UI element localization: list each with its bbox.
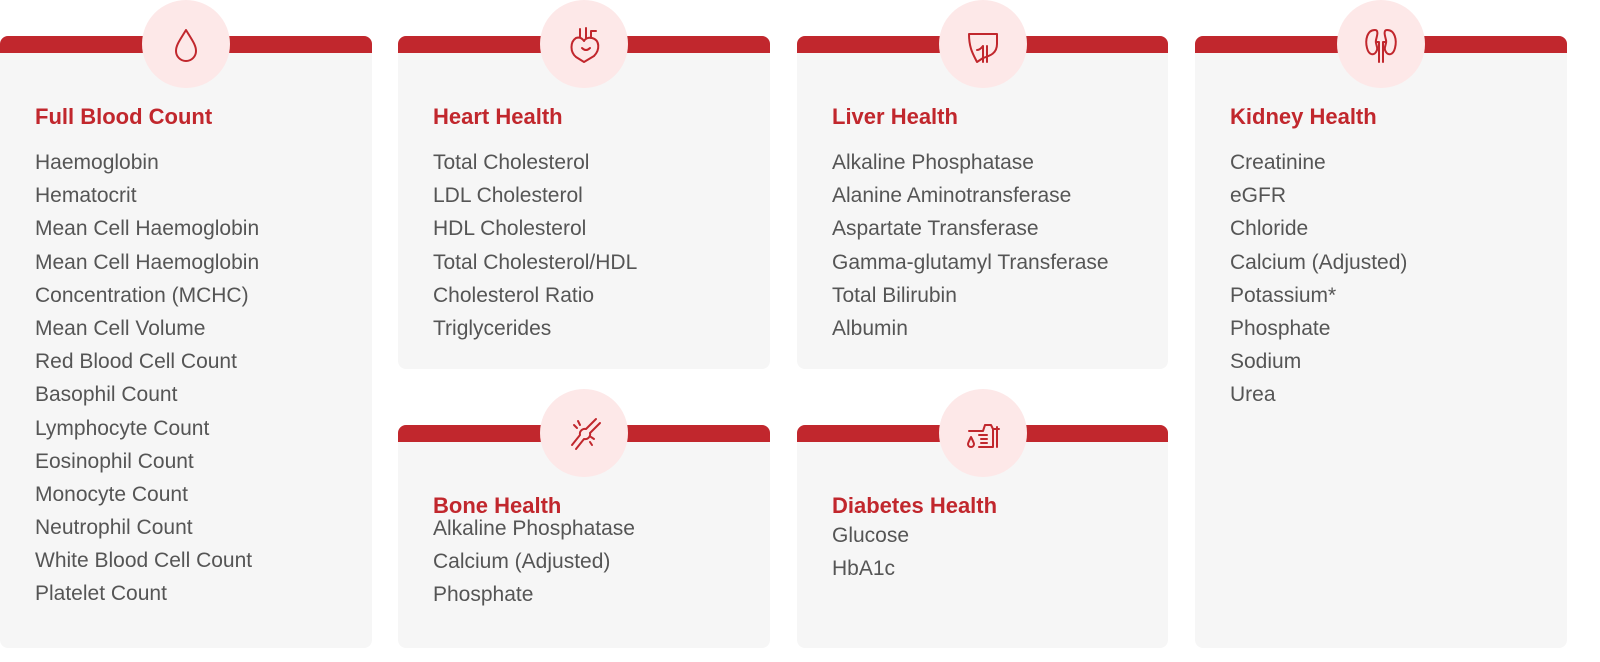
blood-drop-icon [175,29,197,62]
heart-organ-icon [570,27,600,63]
test-item: Neutrophil Count [35,516,193,540]
test-item: Sodium [1230,350,1302,374]
test-item: Alanine Aminotransferase [832,184,1072,208]
icon-badge [540,0,628,88]
card-title: Liver Health [832,104,958,129]
test-item: Potassium* [1230,283,1337,307]
card-title: Bone Health [433,493,562,518]
kidney-icon [1365,29,1397,63]
icon-badge [938,0,1027,88]
test-item: eGFR [1230,184,1287,208]
test-item: Total Bilirubin [832,283,957,307]
card-title: Full Blood Count [35,104,213,129]
card-diabetes: Diabetes Health Glucose HbA1c [797,389,1168,648]
card-title: Diabetes Health [832,493,998,518]
card-kidney: Kidney Health Creatinine eGFR Chloride Calc… [1195,0,1567,648]
test-item: Creatinine [1230,151,1326,174]
test-item: Platelet Count [35,582,167,606]
test-item: Alkaline Phosphatase [832,151,1034,174]
test-item: Eosinophil Count [35,449,194,473]
test-item: Haemoglobin [35,151,159,174]
card-heart: Heart Health Total Cholesterol LDL Choles… [398,0,770,369]
test-item: Concentration (MCHC) [35,283,249,307]
test-item: Urea [1230,383,1276,407]
test-item: White Blood Cell Count [35,549,253,573]
test-item: Aspartate Transferase [832,217,1039,241]
test-list: Total Cholesterol LDL Cholesterol HDL Chol… [433,146,637,345]
test-list: Haemoglobin Hematocrit Mean Cell Haemoglob… [35,146,259,611]
test-item: Total Cholesterol [433,151,590,174]
icon-badge [938,389,1027,477]
finger-prick-icon [966,424,1000,448]
test-item: Gamma-glutamyl Transferase [832,250,1109,274]
icon-badge [540,389,628,477]
test-item: Hematocrit [35,184,137,208]
test-item: Mean Cell Haemoglobin [35,250,260,274]
test-item: Lymphocyte Count [35,416,210,440]
bone-joint-icon [571,418,601,450]
test-item: Glucose [832,524,910,547]
test-item: Basophil Count [35,383,178,407]
test-list: Alkaline Phosphatase Alanine Aminotransfe… [832,146,1109,345]
test-item: Cholesterol Ratio [433,283,595,307]
icon-badge [1337,0,1425,88]
test-list: Glucose HbA1c [832,519,909,585]
test-item: Albumin [832,316,908,340]
test-list: Creatinine eGFR Chloride Calcium (Adjusted)… [1230,146,1407,412]
test-item: Calcium (Adjusted) [1230,250,1408,274]
test-item: Alkaline Phosphatase [433,517,635,540]
card-bone: Bone Health Alkaline Phosphatase Calcium … [398,389,770,648]
test-item: Triglycerides [433,316,552,340]
card-title: Heart Health [433,104,563,129]
test-item: Red Blood Cell Count [35,350,237,374]
test-list: Alkaline Phosphatase Calcium (Adjusted) Ph… [433,512,635,612]
test-item: Monocyte Count [35,482,188,506]
test-item: Mean Cell Haemoglobin [35,217,260,241]
test-item: Phosphate [433,583,534,607]
test-item: Mean Cell Volume [35,316,206,340]
liver-icon [967,33,998,63]
card-blood: Full Blood Count Haemoglobin Hematocrit Me… [0,0,372,648]
icon-badge [142,0,230,88]
test-item: Calcium (Adjusted) [433,550,611,574]
test-item: LDL Cholesterol [433,184,583,208]
test-item: HbA1c [832,557,896,581]
test-item: Chloride [1230,217,1309,241]
test-item: Total Cholesterol/HDL [433,250,638,274]
test-item: HDL Cholesterol [433,217,587,241]
card-liver: Liver Health Alkaline Phosphatase Alanine… [797,0,1168,369]
test-item: Phosphate [1230,316,1331,340]
card-title: Kidney Health [1230,104,1377,129]
